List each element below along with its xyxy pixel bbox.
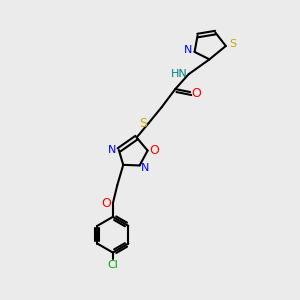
Text: N: N <box>184 45 192 56</box>
Text: N: N <box>108 145 116 155</box>
Text: Cl: Cl <box>107 260 118 270</box>
Text: N: N <box>141 164 150 173</box>
Text: S: S <box>229 40 236 50</box>
Text: O: O <box>149 144 159 157</box>
Text: S: S <box>139 117 147 130</box>
Text: O: O <box>101 197 111 210</box>
Text: HN: HN <box>170 69 187 79</box>
Text: O: O <box>191 87 201 100</box>
